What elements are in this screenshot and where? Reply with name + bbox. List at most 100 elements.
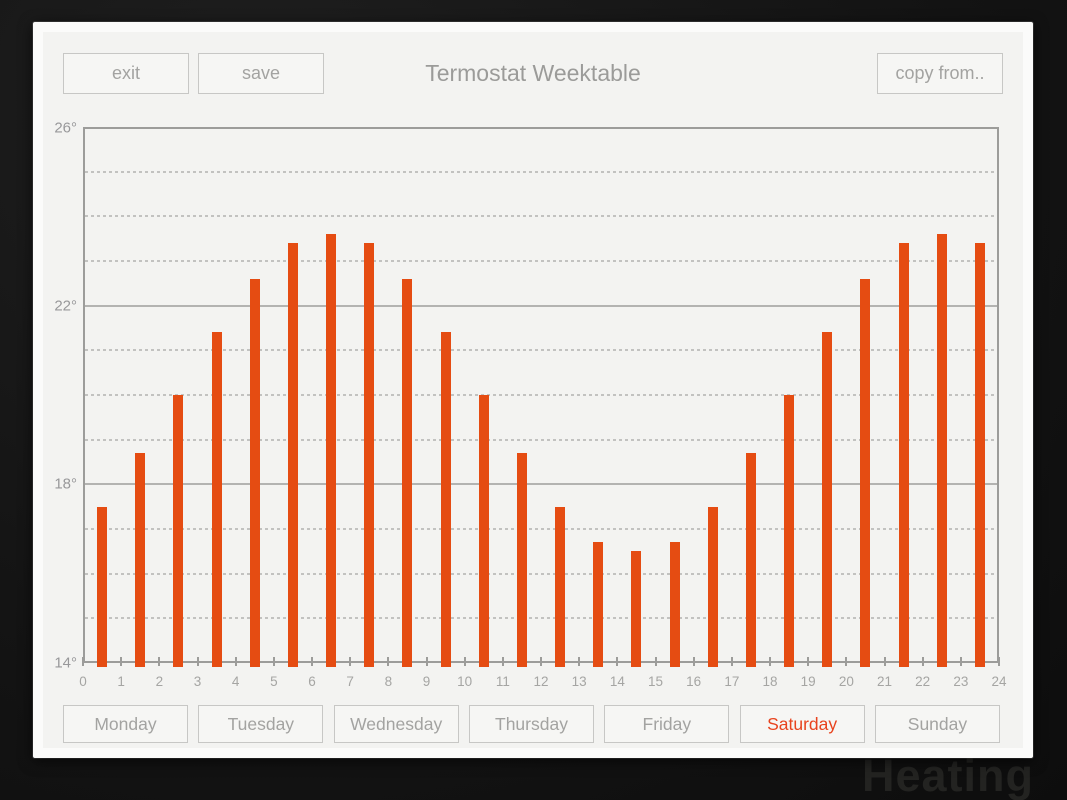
x-axis-tick-0 (82, 657, 84, 666)
gridline-dashed-25 (85, 170, 997, 173)
y-axis-label-18: 18° (54, 475, 77, 493)
day-tab-friday[interactable]: Friday (604, 705, 730, 743)
temp-bar-hour-8[interactable] (402, 278, 413, 667)
plot-border-right (997, 127, 999, 663)
page-title: Termostat Weektable (425, 60, 641, 86)
x-axis-label-5: 5 (270, 674, 278, 689)
x-axis-label-9: 9 (422, 674, 431, 689)
temp-bar-hour-19[interactable] (822, 332, 833, 667)
temp-bar-hour-15[interactable] (669, 542, 680, 667)
window-panel: exit save Termostat Weektable copy from.… (43, 32, 1023, 748)
gridline-dashed-23 (85, 260, 997, 262)
x-axis-label-19: 19 (800, 674, 816, 689)
gridline-dashed-20 (85, 394, 997, 396)
temp-bar-hour-0[interactable] (97, 506, 108, 667)
x-axis-label-3: 3 (193, 674, 202, 689)
x-axis-tick-9 (425, 657, 428, 666)
x-axis-label-14: 14 (609, 674, 625, 689)
temp-bar-hour-3[interactable] (211, 332, 222, 667)
gridline-dashed-16 (85, 572, 997, 575)
temp-bar-hour-18[interactable] (784, 395, 795, 667)
temp-bar-hour-4[interactable] (249, 278, 260, 667)
background-watermark: Heating (862, 750, 1035, 800)
temp-bar-hour-17[interactable] (745, 453, 756, 667)
temp-bar-hour-6[interactable] (326, 234, 337, 667)
temp-bar-hour-22[interactable] (936, 234, 947, 667)
gridline-solid-18 (85, 483, 997, 486)
plot-border-left (83, 127, 85, 663)
gridline-dashed-21 (85, 349, 997, 352)
temp-bar-hour-23[interactable] (974, 243, 985, 667)
x-axis-tick-2 (158, 657, 161, 666)
temp-bar-hour-21[interactable] (898, 243, 909, 667)
x-axis-tick-1 (120, 657, 123, 666)
x-axis-tick-14 (616, 657, 619, 666)
x-axis-tick-3 (196, 657, 199, 666)
x-axis-label-20: 20 (838, 674, 854, 689)
x-axis-tick-12 (540, 657, 542, 666)
temp-bar-hour-1[interactable] (135, 453, 146, 667)
day-tab-saturday[interactable]: Saturday (739, 705, 865, 743)
x-axis-tick-13 (578, 657, 581, 666)
x-axis-tick-8 (387, 657, 390, 666)
x-axis-label-24: 24 (991, 674, 1007, 689)
gridline-dashed-24 (85, 215, 997, 218)
day-tab-wednesday[interactable]: Wednesday (333, 705, 459, 743)
day-tab-monday[interactable]: Monday (63, 705, 188, 743)
x-axis-tick-10 (463, 657, 466, 666)
x-axis-tick-18 (769, 657, 771, 666)
day-tab-sunday[interactable]: Sunday (874, 705, 1000, 743)
x-axis-tick-21 (883, 657, 886, 666)
x-axis-tick-5 (272, 657, 275, 666)
x-axis-label-2: 2 (155, 674, 164, 689)
x-axis-tick-7 (349, 657, 352, 666)
day-tabs: Monday Tuesday Wednesday Thursday Friday Satu… (63, 705, 1000, 743)
x-axis-label-23: 23 (953, 674, 969, 689)
x-axis-label-1: 1 (117, 674, 125, 689)
plot-border-top (83, 127, 999, 129)
thermostat-weektable-window: exit save Termostat Weektable copy from.… (33, 22, 1033, 758)
gridline-dashed-19 (85, 438, 997, 441)
x-axis-tick-11 (501, 657, 504, 666)
x-axis-label-8: 8 (384, 674, 393, 689)
temp-bar-hour-12[interactable] (555, 506, 566, 667)
temp-bar-hour-11[interactable] (516, 453, 527, 667)
exit-button[interactable]: exit (63, 53, 189, 94)
gridline-solid-22 (85, 304, 997, 307)
x-axis-tick-19 (807, 657, 810, 666)
y-axis-label-22: 22° (54, 297, 77, 315)
temperature-schedule-chart: 0 1 2 3 4 5 6 7 8 9 10 11 12 13 14 15 16 17 18 19 20 21 22 23 24… (54, 120, 1006, 690)
temp-bar-hour-16[interactable] (707, 506, 718, 667)
temp-bar-hour-13[interactable] (593, 542, 604, 667)
x-axis-label-21: 21 (876, 674, 893, 689)
gridline-dashed-17 (85, 528, 997, 530)
x-axis-tick-6 (311, 657, 313, 666)
x-axis-label-22: 22 (915, 674, 931, 689)
temp-bar-hour-20[interactable] (860, 278, 871, 667)
x-axis-label-11: 11 (495, 674, 510, 689)
x-axis-label-13: 13 (571, 674, 587, 689)
x-axis-tick-15 (654, 657, 657, 666)
x-axis-tick-24 (998, 657, 1000, 666)
temp-bar-hour-14[interactable] (631, 551, 642, 667)
save-button[interactable]: save (198, 53, 324, 94)
copy-from-button[interactable]: copy from.. (877, 53, 1003, 94)
temp-bar-hour-10[interactable] (478, 395, 489, 667)
temp-bar-hour-5[interactable] (287, 243, 298, 667)
day-tab-thursday[interactable]: Thursday (468, 705, 594, 743)
x-axis-tick-17 (730, 657, 733, 666)
x-axis-label-18: 18 (762, 674, 778, 689)
y-axis-label-26: 26° (54, 119, 77, 137)
day-tab-tuesday[interactable]: Tuesday (198, 705, 324, 743)
gridline-dashed-15 (85, 617, 997, 620)
x-axis-tick-22 (921, 657, 924, 666)
x-axis-tick-4 (234, 657, 237, 666)
temp-bar-hour-7[interactable] (364, 243, 375, 667)
x-axis-tick-20 (845, 657, 848, 666)
x-axis-label-7: 7 (346, 674, 354, 689)
x-axis-label-4: 4 (231, 674, 240, 689)
y-axis-label-14: 14° (54, 654, 77, 672)
temp-bar-hour-2[interactable] (173, 395, 184, 667)
temp-bar-hour-9[interactable] (440, 332, 451, 667)
x-axis-label-12: 12 (533, 674, 549, 689)
